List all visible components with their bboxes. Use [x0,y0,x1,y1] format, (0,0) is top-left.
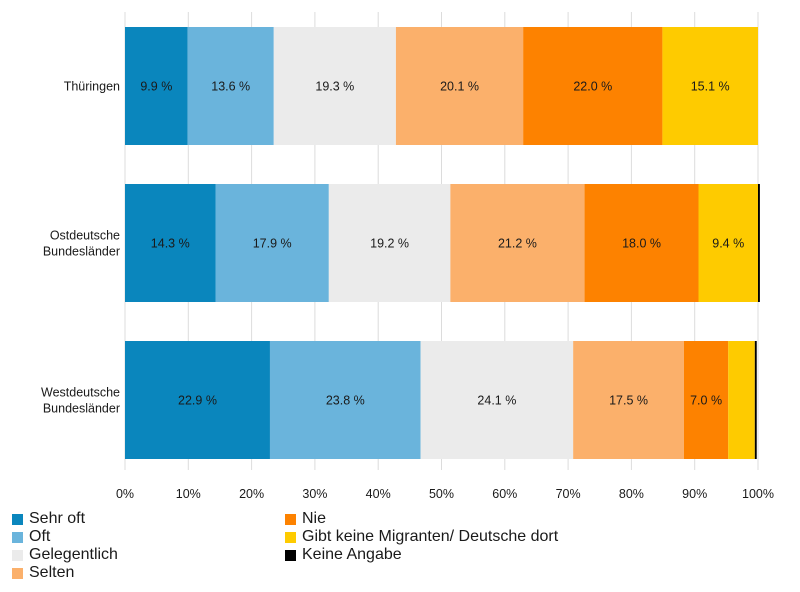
stacked-bar-chart: 9.9 % 13.6 % 19.3 % 20.1 % 22.0 % 15.1 % Thüri… [41,12,774,501]
data-label: 14.3 % [151,237,190,251]
bar-segment [683,341,729,459]
data-label: 17.5 % [609,394,648,408]
x-tick-label: 70% [556,487,581,501]
bar-segment [328,184,451,302]
x-tick-label: 30% [302,487,327,501]
legend-label: Keine Angabe [302,546,402,563]
bar-segment [698,184,758,302]
x-tick-label: 80% [619,487,644,501]
data-label: 17.9 % [253,237,292,251]
legend-item: Oft [12,528,50,546]
data-label: 20.1 % [440,80,479,94]
x-tick-label: 60% [492,487,517,501]
data-label: 18.0 % [622,237,661,251]
legend-swatch [12,549,23,561]
data-label: 21.2 % [498,237,537,251]
bar-segment [728,341,755,459]
legend-label: Gelegentlich [29,546,118,563]
legend-item: Gelegentlich [12,546,118,564]
legend-label: Nie [302,510,327,527]
x-tick-label: 50% [429,487,454,501]
data-label: 7.0 % [690,394,722,408]
category-label: Thüringen [64,80,120,94]
data-label: 19.2 % [370,237,409,251]
data-label: 9.4 % [712,237,744,251]
bar-segment [269,341,421,459]
bar-segment [420,341,574,459]
legend-swatch [12,513,23,525]
data-label: 13.6 % [211,80,250,94]
bar-segment [215,184,329,302]
legend-label: Oft [29,528,51,545]
data-label: 15.1 % [691,80,730,94]
legend-item: Keine Angabe [285,546,402,564]
bar-segment [758,184,760,302]
category-label: Bundesländer [43,402,120,416]
x-tick-label: 90% [682,487,707,501]
bar-segment [395,27,524,145]
bar-segment [125,27,188,145]
category-label: Westdeutsche [41,386,120,400]
legend-swatch [12,567,23,579]
bar-segment [450,184,585,302]
x-tick-label: 40% [366,487,391,501]
legend-label: Selten [29,564,75,581]
bar-segment [125,341,270,459]
category-label: Bundesländer [43,245,120,259]
x-tick-label: 100% [742,487,774,501]
bar-segment [573,341,684,459]
data-label: 23.8 % [326,394,365,408]
bar-segment [273,27,396,145]
bar-segment [187,27,274,145]
legend-label: Gibt keine Migranten/ Deutsche dort [302,528,559,545]
legend-item: Selten [12,564,74,582]
x-tick-label: 0% [116,487,134,501]
legend-label: Sehr oft [29,510,86,527]
data-label: 22.9 % [178,394,217,408]
legend-swatch [285,549,296,561]
legend-swatch [12,531,23,543]
bar-segment [523,27,663,145]
legend-item: Gibt keine Migranten/ Deutsche dort [285,528,558,546]
legend-swatch [285,531,296,543]
category-label: Ostdeutsche [50,229,120,243]
data-label: 24.1 % [477,394,516,408]
data-label: 9.9 % [140,80,172,94]
bar-segment [125,184,216,302]
legend-item: Sehr oft [12,510,85,528]
x-tick-label: 10% [176,487,201,501]
bar-segment [754,341,757,459]
bar-segment [584,184,699,302]
legend-swatch [285,513,296,525]
bar-segment [662,27,758,145]
legend-item: Nie [285,510,326,528]
data-label: 19.3 % [315,80,354,94]
x-tick-label: 20% [239,487,264,501]
data-label: 22.0 % [573,80,612,94]
